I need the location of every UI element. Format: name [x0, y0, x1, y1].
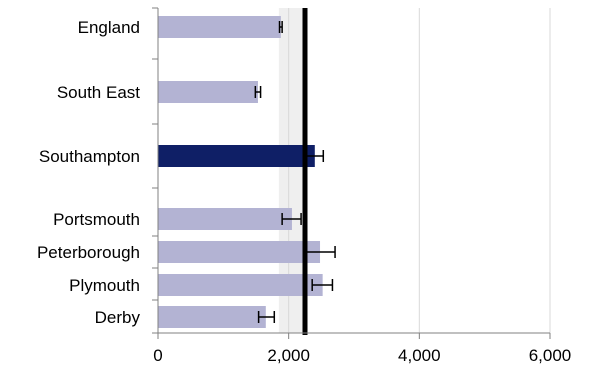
- bar-south-east: [158, 81, 258, 103]
- bar-plymouth: [158, 274, 323, 296]
- category-label: Derby: [95, 308, 141, 327]
- category-label: Portsmouth: [53, 210, 140, 229]
- category-label: Plymouth: [69, 276, 140, 295]
- category-label: Southampton: [39, 147, 140, 166]
- category-label: South East: [57, 83, 140, 102]
- category-label: Peterborough: [37, 243, 140, 262]
- x-tick-label: 4,000: [398, 346, 441, 365]
- bar-england: [158, 16, 281, 38]
- bar-portsmouth: [158, 208, 292, 230]
- x-tick-label: 0: [153, 346, 162, 365]
- category-label: England: [78, 18, 140, 37]
- bar-southampton: [158, 145, 315, 167]
- bar-derby: [158, 306, 266, 328]
- x-tick-label: 6,000: [529, 346, 572, 365]
- x-tick-label: 2,000: [267, 346, 310, 365]
- bar-peterborough: [158, 241, 321, 263]
